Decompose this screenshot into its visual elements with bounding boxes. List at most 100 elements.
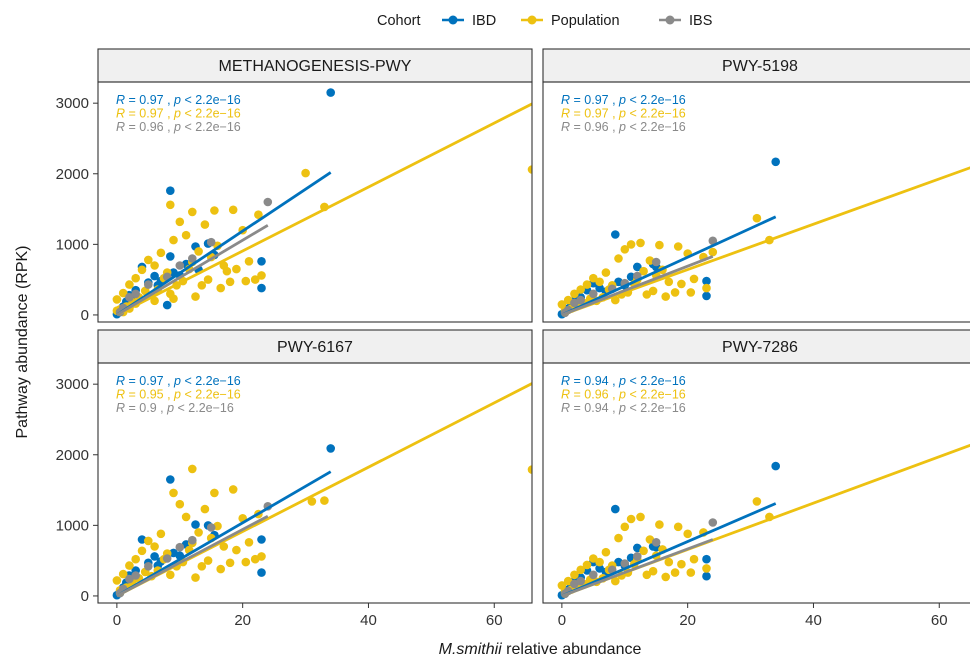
data-point-ibs <box>175 261 185 270</box>
data-point-population <box>118 569 128 579</box>
data-point-population <box>320 496 329 505</box>
data-point-population <box>118 288 128 298</box>
data-point-population <box>576 285 585 294</box>
data-point-population <box>131 273 140 283</box>
x-tick-label: 20 <box>234 612 251 629</box>
data-point-population <box>664 277 674 287</box>
data-point-population <box>150 296 159 306</box>
y-tick-label: 2000 <box>56 447 89 464</box>
data-point-population <box>626 514 636 524</box>
data-point-population <box>636 238 645 248</box>
panel-frame <box>97 81 533 323</box>
data-point-ibd <box>162 300 172 310</box>
legend-key-point <box>527 15 537 25</box>
data-point-population <box>614 533 623 543</box>
data-point-ibd <box>702 571 711 581</box>
data-point-population <box>702 283 711 293</box>
data-point-population <box>527 165 532 174</box>
data-point-ibs <box>589 289 598 299</box>
data-point-population <box>112 576 122 585</box>
data-point-population <box>203 275 213 284</box>
data-point-population <box>639 266 648 276</box>
data-point-population <box>125 280 134 289</box>
data-point-population <box>664 557 674 567</box>
data-point-population <box>169 235 178 245</box>
data-point-population <box>200 504 210 514</box>
legend-label-population: Population <box>551 13 620 29</box>
stat-annotation-ibd: R = 0.97 , p < 2.2e−16 <box>116 374 241 388</box>
data-point-ibd <box>150 271 159 281</box>
data-point-ibd <box>150 552 159 561</box>
data-point-population <box>642 570 652 580</box>
legend-label-ibd: IBD <box>472 13 496 29</box>
fit-line-ibs <box>116 224 269 317</box>
data-point-population <box>250 554 260 564</box>
data-point-population <box>112 295 122 304</box>
data-point-ibs <box>188 535 197 545</box>
data-point-population <box>216 564 225 574</box>
data-point-population <box>210 206 219 215</box>
data-point-population <box>673 242 683 251</box>
panel-data <box>557 443 970 600</box>
legend-key-ibs <box>659 15 681 25</box>
data-point-population <box>228 485 238 494</box>
data-point-ibd <box>702 554 711 564</box>
data-point-population <box>144 536 153 546</box>
y-tick-label: 1000 <box>56 517 89 534</box>
data-point-population <box>191 292 200 301</box>
stat-annotation-ibs: R = 0.96 , p < 2.2e−16 <box>116 120 241 134</box>
x-tick-label: 20 <box>679 612 696 629</box>
data-point-ibs <box>125 293 134 302</box>
legend-label-ibs: IBS <box>689 13 712 29</box>
data-point-population <box>150 542 159 551</box>
data-point-population <box>188 207 197 217</box>
data-point-population <box>232 264 241 274</box>
facet-strip <box>542 48 970 83</box>
facet-strip-title: PWY-7286 <box>722 339 798 356</box>
data-point-population <box>244 257 254 266</box>
facet-strip <box>97 329 533 364</box>
data-point-population <box>203 556 213 565</box>
data-point-population <box>620 522 630 532</box>
data-point-population <box>673 522 683 532</box>
stat-annotation-population: R = 0.97 , p < 2.2e−16 <box>116 107 241 121</box>
data-point-population <box>200 220 210 229</box>
data-point-population <box>620 245 630 254</box>
data-point-population <box>677 559 686 569</box>
data-point-population <box>595 277 604 287</box>
fit-line-population <box>561 166 970 317</box>
data-point-ibd <box>326 88 336 97</box>
data-point-population <box>175 217 185 227</box>
panel-data <box>112 88 532 319</box>
panel-frame <box>542 81 970 323</box>
data-point-population <box>686 568 696 577</box>
data-point-population <box>307 497 317 506</box>
data-point-population <box>636 512 645 522</box>
data-point-population <box>601 547 611 557</box>
data-point-population <box>169 294 178 304</box>
y-tick-label: 0 <box>81 588 89 605</box>
data-point-population <box>683 529 692 539</box>
panel-4: PWY-7286 R = 0.94 , p < 2.2e−16R = 0.96 ,… <box>542 329 970 629</box>
fit-line-ibd <box>116 171 332 317</box>
data-point-ibd <box>633 262 642 272</box>
fit-line-ibd <box>561 502 777 598</box>
data-point-population <box>257 271 266 280</box>
data-point-population <box>752 213 762 223</box>
fit-line-ibd <box>561 215 777 317</box>
data-point-population <box>254 210 263 219</box>
data-point-population <box>611 576 620 586</box>
data-point-ibd <box>166 186 175 195</box>
data-point-population <box>131 554 140 564</box>
legend-key-ibd <box>442 15 464 25</box>
data-point-ibs <box>263 197 273 207</box>
data-point-population <box>301 168 310 178</box>
data-point-population <box>181 512 191 522</box>
data-point-population <box>626 240 636 249</box>
data-point-population <box>570 570 579 580</box>
data-point-population <box>689 554 699 564</box>
stat-annotation-ibd: R = 0.97 , p < 2.2e−16 <box>116 93 241 107</box>
data-point-ibd <box>257 568 266 577</box>
data-point-ibs <box>144 280 153 289</box>
data-point-population <box>210 488 219 498</box>
